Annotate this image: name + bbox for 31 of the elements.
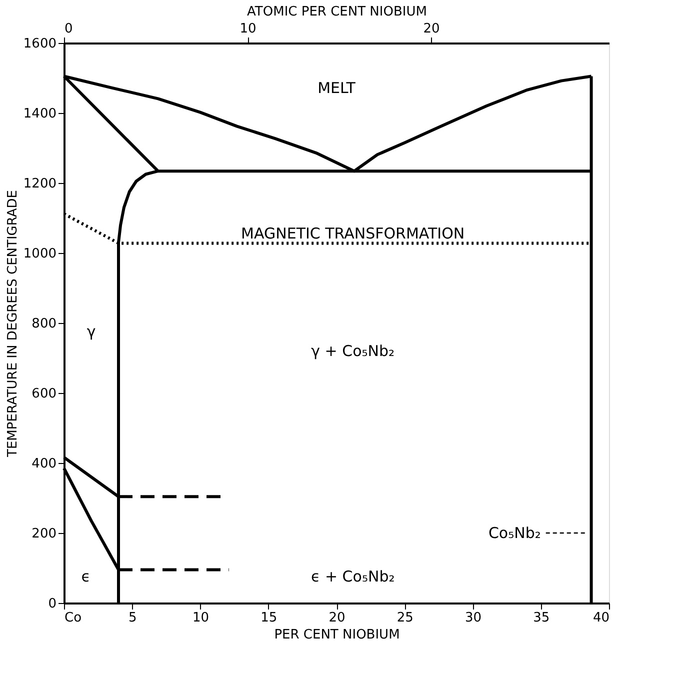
x-tick-label: 25 <box>396 610 414 626</box>
annotation: ϵ + Co₅Nb₂ <box>310 568 395 586</box>
y-tick-label: 1200 <box>23 176 56 192</box>
x-axis-title: PER CENT NIOBIUM <box>274 628 400 642</box>
x-tick-label: 35 <box>533 610 550 626</box>
y-tick-label: 600 <box>32 386 56 402</box>
annotation: Co₅Nb₂ <box>488 524 541 542</box>
y-tick-label: 800 <box>32 316 56 332</box>
x-tick-label: 15 <box>260 610 278 626</box>
y-tick-label: 0 <box>48 596 56 612</box>
x-tick-label: 10 <box>192 610 210 626</box>
y-tick-label: 1000 <box>23 246 56 262</box>
x-tick-label: 30 <box>464 610 482 626</box>
x2-tick-label: 0 <box>64 22 73 36</box>
y-tick-label: 200 <box>32 526 56 542</box>
annotation: γ + Co₅Nb₂ <box>311 342 395 360</box>
x2-tick-label: 20 <box>423 22 440 36</box>
y-tick-label: 1400 <box>23 106 56 122</box>
annotation: MELT <box>318 78 356 97</box>
x-tick-label: Co <box>64 610 82 626</box>
x-tick-label: 5 <box>128 610 137 626</box>
annotation: γ <box>86 322 96 340</box>
x2-axis-title: ATOMIC PER CENT NIOBIUM <box>247 4 427 20</box>
x2-tick-label: 10 <box>240 22 256 36</box>
annotation: MAGNETIC TRANSFORMATION <box>241 224 465 242</box>
annotation: ϵ <box>81 568 90 586</box>
y-axis-title: TEMPERATURE IN DEGREES CENTIGRADE <box>5 190 20 458</box>
x-tick-label: 20 <box>328 610 346 626</box>
y-tick-label: 400 <box>32 456 56 472</box>
x-tick-label: 40 <box>592 610 610 626</box>
y-tick-label: 1600 <box>23 36 56 52</box>
